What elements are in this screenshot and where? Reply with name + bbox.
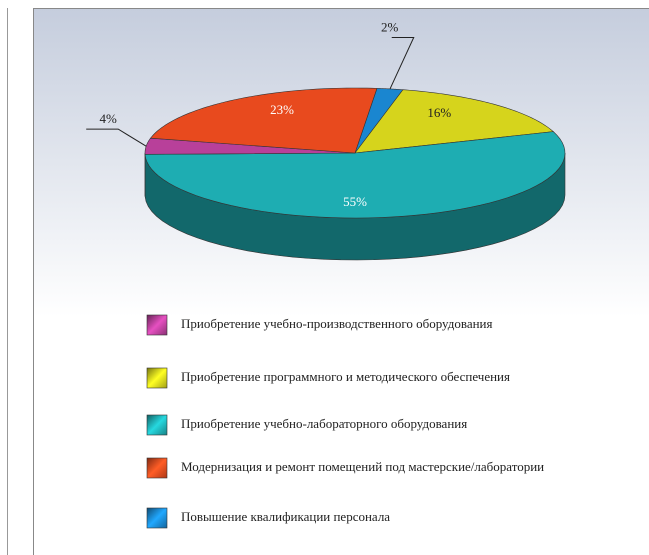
pie-slice <box>149 87 378 154</box>
leader-line <box>389 36 415 90</box>
leader-line <box>86 128 147 147</box>
legend-label: Повышение квалификации персонала <box>181 509 390 524</box>
pie-slice <box>354 89 555 154</box>
slice-label: 4% <box>100 111 118 126</box>
pie-slice <box>144 131 566 219</box>
legend-label: Приобретение учебно-производственного об… <box>181 316 493 331</box>
legend-label: Приобретение учебно-лабораторного оборуд… <box>181 416 467 431</box>
slice-label: 23% <box>270 102 294 117</box>
pie: 2% 16% 55% 4% 23% <box>86 19 566 261</box>
slice-label: 16% <box>427 105 451 120</box>
legend-swatch <box>146 457 168 479</box>
legend-label: Приобретение программного и методическог… <box>181 369 510 384</box>
legend-swatch <box>146 507 168 529</box>
legend-swatch <box>146 314 168 336</box>
legend: Приобретение учебно-производственного об… <box>146 314 544 529</box>
slice-label: 2% <box>381 19 399 34</box>
slice-label: 55% <box>343 194 367 209</box>
legend-swatch <box>146 414 168 436</box>
legend-swatch <box>146 367 168 389</box>
legend-label: Модернизация и ремонт помещений под маст… <box>181 459 544 474</box>
